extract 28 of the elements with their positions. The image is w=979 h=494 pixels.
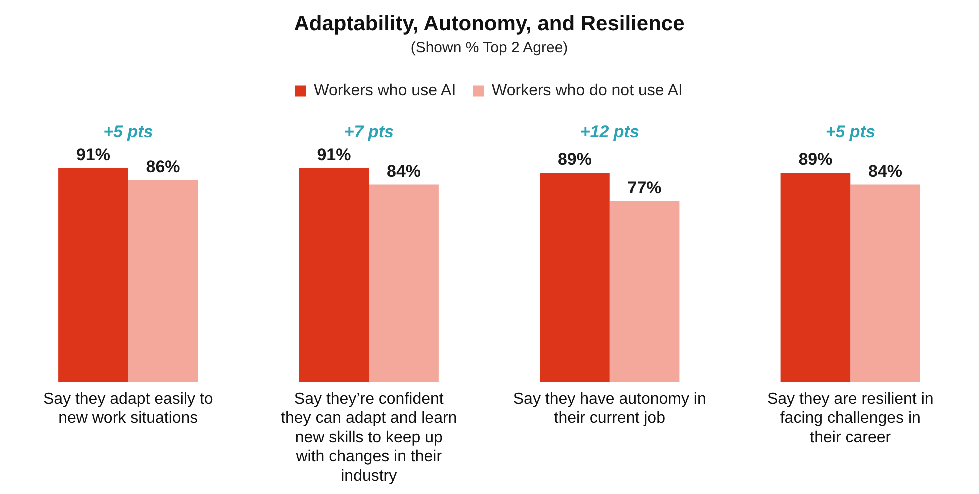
data-label: 89% [558,150,592,170]
bar [780,173,851,382]
x-tick-label: Say they adapt easily to new work situations [43,391,214,428]
bar [128,180,198,382]
chart-title: Adaptability, Autonomy, and Resilience [294,12,685,36]
data-label: 84% [387,162,422,181]
x-tick-label: Say they are resilient in facing challenges in their career [767,391,934,446]
bar [369,184,439,382]
data-label: 77% [628,178,662,198]
bar [850,184,920,382]
data-label: 86% [146,157,180,176]
chart-subtitle: (Shown % Top 2 Agree) [410,39,568,56]
text: +7 pts [344,122,394,142]
text: +12 pts [580,122,640,142]
bar [58,168,128,382]
legend-label: Workers who use AI [314,82,456,100]
legend-label: Workers who do not use AI [492,82,683,100]
bar [299,168,370,382]
text: +5 pts [826,122,876,142]
data-label: 91% [317,146,352,165]
data-label: 91% [76,146,110,165]
bar [610,201,680,382]
text: +5 pts [104,122,154,142]
bar [540,173,610,382]
data-label: 84% [868,162,903,181]
x-tick-label: Say they have autonomy in their current job [513,391,706,428]
x-tick-label: Say they’re confident they can adapt and learn new skills to keep up with changes in their industry [281,391,458,485]
data-label: 89% [798,150,833,170]
